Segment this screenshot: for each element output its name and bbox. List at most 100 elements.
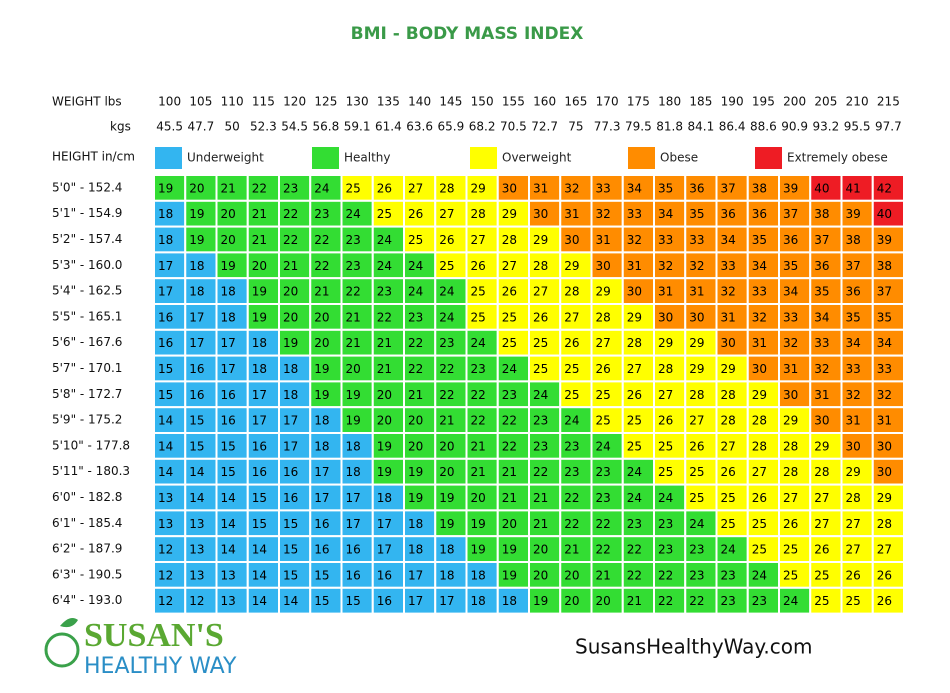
bmi-cell <box>871 251 905 280</box>
weight-kgs: 79.5 <box>625 120 652 134</box>
bmi-value: 29 <box>533 233 548 247</box>
bmi-value: 27 <box>471 233 486 247</box>
bmi-value: 18 <box>221 310 236 324</box>
bmi-value: 28 <box>846 491 861 505</box>
bmi-value: 13 <box>158 491 173 505</box>
bmi-value: 15 <box>221 439 236 453</box>
bmi-value: 17 <box>377 517 392 531</box>
bmi-cell <box>653 174 687 202</box>
bmi-value: 22 <box>439 388 454 402</box>
bmi-value: 25 <box>564 362 579 376</box>
bmi-cell <box>309 406 343 435</box>
weight-kgs: 77.3 <box>594 120 621 134</box>
bmi-value: 22 <box>658 568 673 582</box>
bmi-value: 20 <box>533 543 548 557</box>
bmi-value: 33 <box>877 362 892 376</box>
bmi-value: 30 <box>689 310 704 324</box>
bmi-value: 32 <box>627 233 642 247</box>
weight-lbs: 135 <box>377 95 400 109</box>
bmi-cell <box>559 457 593 486</box>
height-label: 5'4" - 162.5 <box>52 284 122 298</box>
bmi-cell <box>746 354 780 383</box>
bmi-value: 31 <box>658 285 673 299</box>
bmi-value: 28 <box>877 517 892 531</box>
bmi-value: 20 <box>221 207 236 221</box>
bmi-value: 32 <box>752 310 767 324</box>
bmi-value: 18 <box>408 517 423 531</box>
bmi-cell <box>621 586 655 615</box>
bmi-value: 31 <box>533 181 548 195</box>
legend-swatch <box>155 147 182 169</box>
bmi-value: 21 <box>377 336 392 350</box>
bmi-value: 20 <box>439 465 454 479</box>
bmi-cell <box>871 174 905 202</box>
title: BMI - BODY MASS INDEX <box>351 24 584 44</box>
bmi-value: 14 <box>221 517 236 531</box>
bmi-value: 23 <box>658 543 673 557</box>
weight-kgs: 68.2 <box>469 120 496 134</box>
bmi-value: 30 <box>877 465 892 479</box>
bmi-cell <box>871 380 905 409</box>
legend-swatch <box>312 147 339 169</box>
logo-text: SUSAN'S <box>84 617 224 654</box>
bmi-value: 34 <box>814 310 829 324</box>
bmi-cell <box>153 328 187 357</box>
bmi-value: 35 <box>658 181 673 195</box>
bmi-value: 15 <box>189 414 204 428</box>
bmi-value: 16 <box>189 388 204 402</box>
bmi-value: 31 <box>596 233 611 247</box>
bmi-value: 18 <box>314 414 329 428</box>
bmi-cell <box>215 277 249 306</box>
bmi-cell <box>746 432 780 460</box>
weight-lbs: 150 <box>471 95 494 109</box>
bmi-value: 17 <box>189 336 204 350</box>
bmi-value: 33 <box>596 181 611 195</box>
weight-lbs: 100 <box>158 95 181 109</box>
bmi-value: 22 <box>408 336 423 350</box>
bmi-value: 33 <box>783 310 798 324</box>
bmi-value: 31 <box>814 388 829 402</box>
bmi-value: 20 <box>283 285 298 299</box>
bmi-value: 19 <box>471 543 486 557</box>
height-label: 6'3" - 190.5 <box>52 567 122 581</box>
bmi-value: 18 <box>471 568 486 582</box>
weight-kgs: 93.2 <box>813 120 840 134</box>
bmi-cell <box>184 380 218 409</box>
weight-kgs: 52.3 <box>250 120 277 134</box>
bmi-cell <box>496 199 530 228</box>
bmi-value: 38 <box>877 259 892 273</box>
bmi-value: 29 <box>814 439 829 453</box>
bmi-value: 14 <box>158 414 173 428</box>
bmi-value: 36 <box>721 207 736 221</box>
logo: SUSAN'S HEALTHY WAY <box>44 617 237 679</box>
bmi-cell <box>871 432 905 460</box>
weight-lbs: 145 <box>439 95 462 109</box>
bmi-value: 31 <box>846 414 861 428</box>
bmi-value: 17 <box>158 259 173 273</box>
bmi-value: 24 <box>596 439 611 453</box>
logo-leaf <box>60 618 78 628</box>
bmi-value: 21 <box>439 414 454 428</box>
bmi-value: 28 <box>783 439 798 453</box>
bmi-value: 29 <box>721 362 736 376</box>
bmi-value: 25 <box>408 233 423 247</box>
weight-lbs: 210 <box>846 95 869 109</box>
bmi-value: 19 <box>346 414 361 428</box>
bmi-value: 29 <box>846 465 861 479</box>
bmi-value: 26 <box>783 517 798 531</box>
bmi-cell <box>559 509 593 538</box>
bmi-value: 26 <box>846 568 861 582</box>
bmi-cell <box>778 509 812 538</box>
height-label: 6'0" - 182.8 <box>52 490 122 504</box>
bmi-value: 20 <box>377 414 392 428</box>
weight-kgs: 70.5 <box>500 120 527 134</box>
bmi-value: 28 <box>814 465 829 479</box>
bmi-value: 19 <box>314 388 329 402</box>
bmi-value: 16 <box>346 568 361 582</box>
bmi-value: 21 <box>346 336 361 350</box>
height-label: 5'11" - 180.3 <box>52 464 130 478</box>
bmi-cell <box>871 225 905 254</box>
bmi-value: 25 <box>471 310 486 324</box>
bmi-value: 23 <box>314 207 329 221</box>
bmi-value: 39 <box>783 181 798 195</box>
